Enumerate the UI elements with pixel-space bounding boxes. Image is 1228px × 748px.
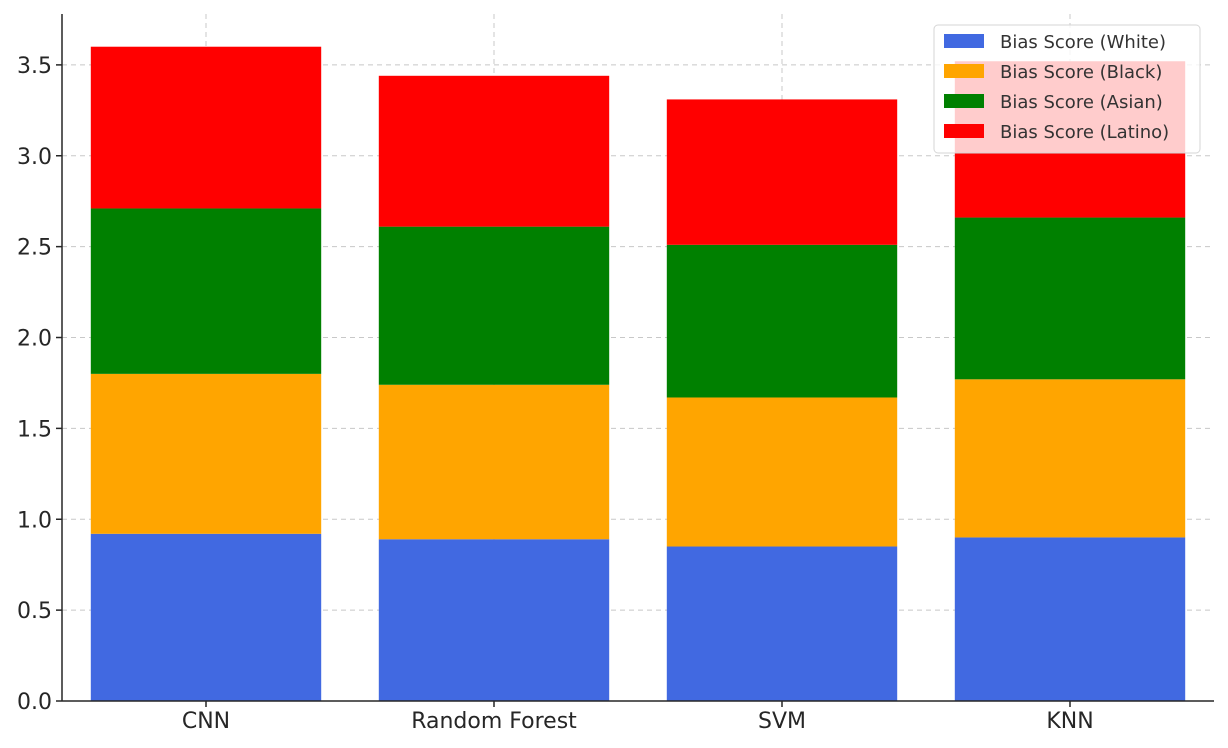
legend-label: Bias Score (Latino) <box>1000 122 1169 143</box>
bar-segment <box>90 208 322 374</box>
bar-segment <box>954 537 1186 701</box>
bar-segment <box>378 539 610 701</box>
y-tick-label: 1.5 <box>17 417 52 442</box>
legend-swatch <box>944 64 984 78</box>
legend-label: Bias Score (Asian) <box>1000 92 1163 113</box>
bar-segment <box>378 226 610 385</box>
y-tick-label: 2.5 <box>17 236 52 261</box>
axes <box>61 14 1214 702</box>
bar-segment <box>666 397 898 547</box>
y-tick-label: 1.0 <box>17 508 52 533</box>
bar-segment <box>378 384 610 540</box>
x-tick-label: SVM <box>758 709 806 734</box>
legend: Bias Score (White) Bias Score (Black) Bias… <box>933 24 1201 154</box>
bar-segment <box>90 373 322 534</box>
x-tick-label: CNN <box>182 709 230 734</box>
y-tick-label: 2.0 <box>17 327 52 352</box>
y-tick-label: 0.0 <box>17 690 52 715</box>
bar-segment <box>666 546 898 701</box>
bar-segment <box>378 75 610 227</box>
x-axis-ticks: CNN Random Forest SVM KNN <box>182 701 1094 734</box>
x-tick-label: KNN <box>1046 709 1093 734</box>
legend-label: Bias Score (White) <box>1000 32 1166 53</box>
legend-swatch <box>944 94 984 108</box>
legend-box <box>933 24 1201 154</box>
bar-segment <box>90 533 322 701</box>
legend-label: Bias Score (Black) <box>1000 62 1162 83</box>
x-tick-label: Random Forest <box>411 709 577 734</box>
y-tick-label: 0.5 <box>17 599 52 624</box>
legend-swatch <box>944 124 984 138</box>
bars <box>90 46 1186 701</box>
bar-segment <box>666 244 898 398</box>
bar-segment <box>954 379 1186 538</box>
bar-segment <box>90 46 322 209</box>
bar-segment <box>954 217 1186 380</box>
legend-swatch <box>944 34 984 48</box>
y-axis-ticks: 0.0 0.5 1.0 1.5 2.0 2.5 3.0 3.5 <box>17 54 62 715</box>
y-tick-label: 3.0 <box>17 145 52 170</box>
bar-segment <box>666 99 898 245</box>
y-tick-label: 3.5 <box>17 54 52 79</box>
